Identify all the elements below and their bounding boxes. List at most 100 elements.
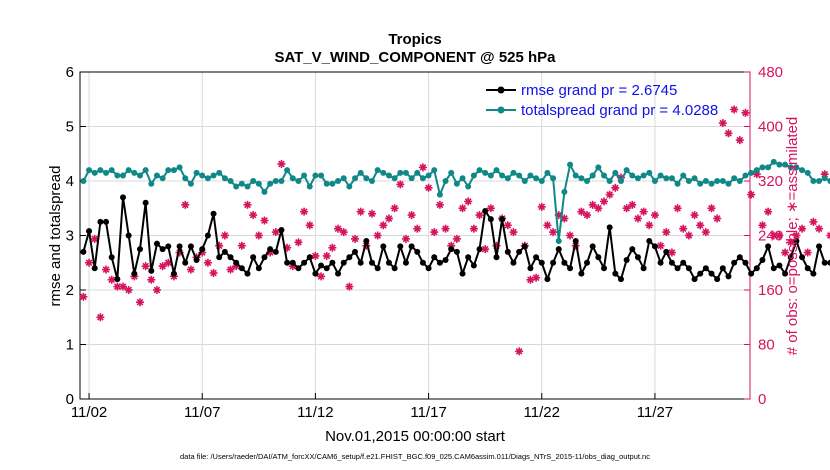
spread-point (561, 188, 568, 195)
rmse-point (255, 265, 262, 272)
rmse-point (482, 207, 489, 214)
y-tick-label-right: 80 (758, 337, 775, 354)
y-tick-label-left: 5 (66, 119, 74, 136)
rmse-point (221, 248, 228, 255)
obs-point-core (703, 230, 708, 235)
spread-point (397, 169, 404, 176)
spread-point (487, 172, 494, 179)
obs-point-core (766, 209, 771, 214)
obs-point-core (454, 236, 459, 241)
rmse-point (125, 232, 132, 239)
rmse-point (210, 210, 217, 217)
spread-point (810, 178, 817, 184)
obs-point (537, 202, 546, 211)
obs-point (277, 159, 286, 168)
obs-point-stroke (826, 232, 830, 237)
spread-point (697, 180, 704, 187)
rmse-point (250, 254, 257, 261)
spread-point (493, 167, 500, 174)
spread-point (742, 172, 749, 179)
rmse-point (357, 259, 364, 266)
rmse-point (340, 259, 347, 266)
x-tick-label: 11/02 (71, 404, 107, 421)
obs-point-core (398, 182, 403, 187)
obs-point-core (81, 294, 86, 299)
obs-point-core (443, 226, 448, 231)
obs-point-core (87, 260, 92, 265)
spread-point (787, 164, 794, 171)
spread-point (753, 167, 760, 174)
spread-point (380, 169, 387, 176)
rmse-point (459, 270, 466, 277)
spread-point (295, 178, 302, 184)
obs-point (458, 204, 467, 213)
spread-point (578, 175, 585, 182)
x-tick-label: 11/17 (410, 404, 446, 421)
obs-point-core (477, 213, 482, 218)
obs-point-core (732, 107, 737, 112)
obs-point (509, 228, 518, 237)
rmse-point (657, 259, 664, 266)
rmse-point (431, 254, 438, 261)
spread-point (284, 167, 291, 174)
spread-point (170, 167, 177, 174)
spread-point (216, 169, 223, 176)
obs-point-core (556, 213, 561, 218)
spread-point (674, 180, 681, 187)
rmse-point (318, 262, 325, 269)
obs-point (605, 190, 614, 199)
obs-point-core (319, 274, 324, 279)
obs-point (577, 207, 586, 216)
obs-point (662, 228, 671, 237)
legend-spread-marker (497, 106, 505, 114)
rmse-point (674, 265, 681, 272)
obs-point (107, 275, 116, 284)
rmse-point (816, 243, 823, 250)
spread-point (510, 169, 517, 176)
spread-point (770, 158, 777, 165)
spread-point (431, 167, 438, 174)
obs-point-core (341, 230, 346, 235)
rmse-point (363, 237, 370, 244)
rmse-point (148, 267, 155, 274)
obs-point-core (143, 264, 148, 269)
obs-point (152, 286, 161, 294)
spread-point (816, 178, 823, 184)
spread-point (250, 178, 257, 184)
spread-point (199, 172, 206, 179)
rmse-point (708, 270, 715, 277)
obs-series (79, 105, 830, 356)
rmse-point (787, 254, 794, 261)
obs-point (401, 234, 410, 243)
spread-point (289, 175, 296, 182)
rmse-point (804, 265, 811, 272)
obs-point-core (98, 315, 103, 320)
rmse-point (719, 265, 726, 272)
obs-point (379, 221, 388, 230)
spread-point (374, 167, 381, 174)
obs-point (786, 238, 795, 247)
obs-point (147, 275, 156, 284)
obs-point (826, 231, 830, 240)
obs-point (271, 228, 280, 237)
spread-point (352, 175, 359, 182)
obs-point (645, 221, 654, 230)
spread-point (731, 175, 738, 182)
obs-point-core (109, 277, 114, 282)
rmse-point (550, 259, 557, 266)
rmse-point (595, 254, 602, 261)
obs-point (367, 209, 376, 218)
rmse-point (391, 265, 398, 272)
rmse-point (153, 240, 160, 247)
spread-point (408, 175, 415, 182)
rmse-point (623, 257, 630, 264)
obs-point (549, 228, 558, 237)
obs-point-core (692, 213, 697, 218)
rmse-point (533, 254, 540, 261)
obs-point-core (817, 226, 822, 231)
rmse-point (487, 216, 494, 223)
spread-point (425, 172, 432, 179)
rmse-point (759, 257, 766, 264)
obs-point (718, 119, 727, 128)
